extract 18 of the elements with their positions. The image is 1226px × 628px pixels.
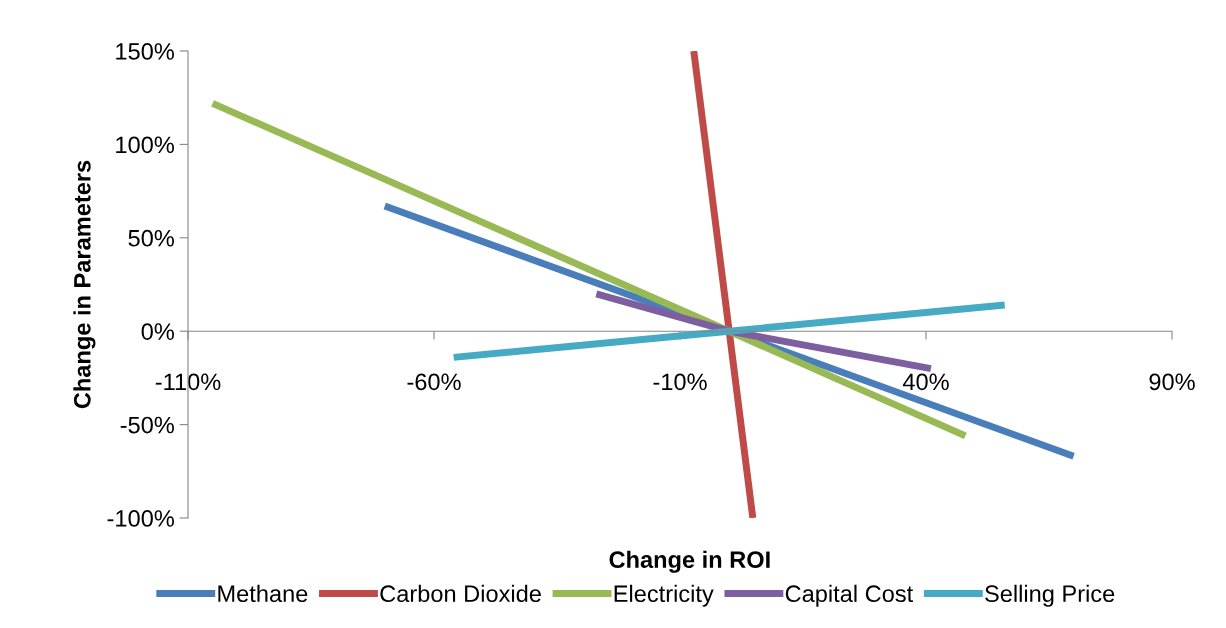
legend-label: Capital Cost	[785, 584, 914, 607]
legend-label: Electricity	[614, 584, 714, 607]
x-tick-label: -60%	[407, 373, 461, 391]
legend-label: Selling Price	[985, 584, 1115, 607]
legend-label: Methane	[218, 584, 308, 603]
y-tick-label: -100%	[107, 510, 174, 527]
y-tick-label: -50%	[120, 416, 174, 434]
y-axis-title: Change in Parameters	[73, 160, 96, 409]
y-tick-label: 0%	[141, 323, 174, 340]
x-tick-label: -10%	[653, 373, 707, 391]
legend-label: Carbon Dioxide	[380, 584, 541, 603]
y-tick-label: 50%	[128, 229, 174, 247]
x-tick-label: -110%	[155, 373, 221, 391]
x-tick-label: 90%	[1149, 373, 1195, 391]
y-tick-label: 100%	[116, 136, 174, 154]
y-tick-label: 150%	[116, 43, 174, 60]
x-axis-title: Change in ROI	[609, 550, 770, 573]
x-tick-label: 40%	[902, 373, 949, 391]
